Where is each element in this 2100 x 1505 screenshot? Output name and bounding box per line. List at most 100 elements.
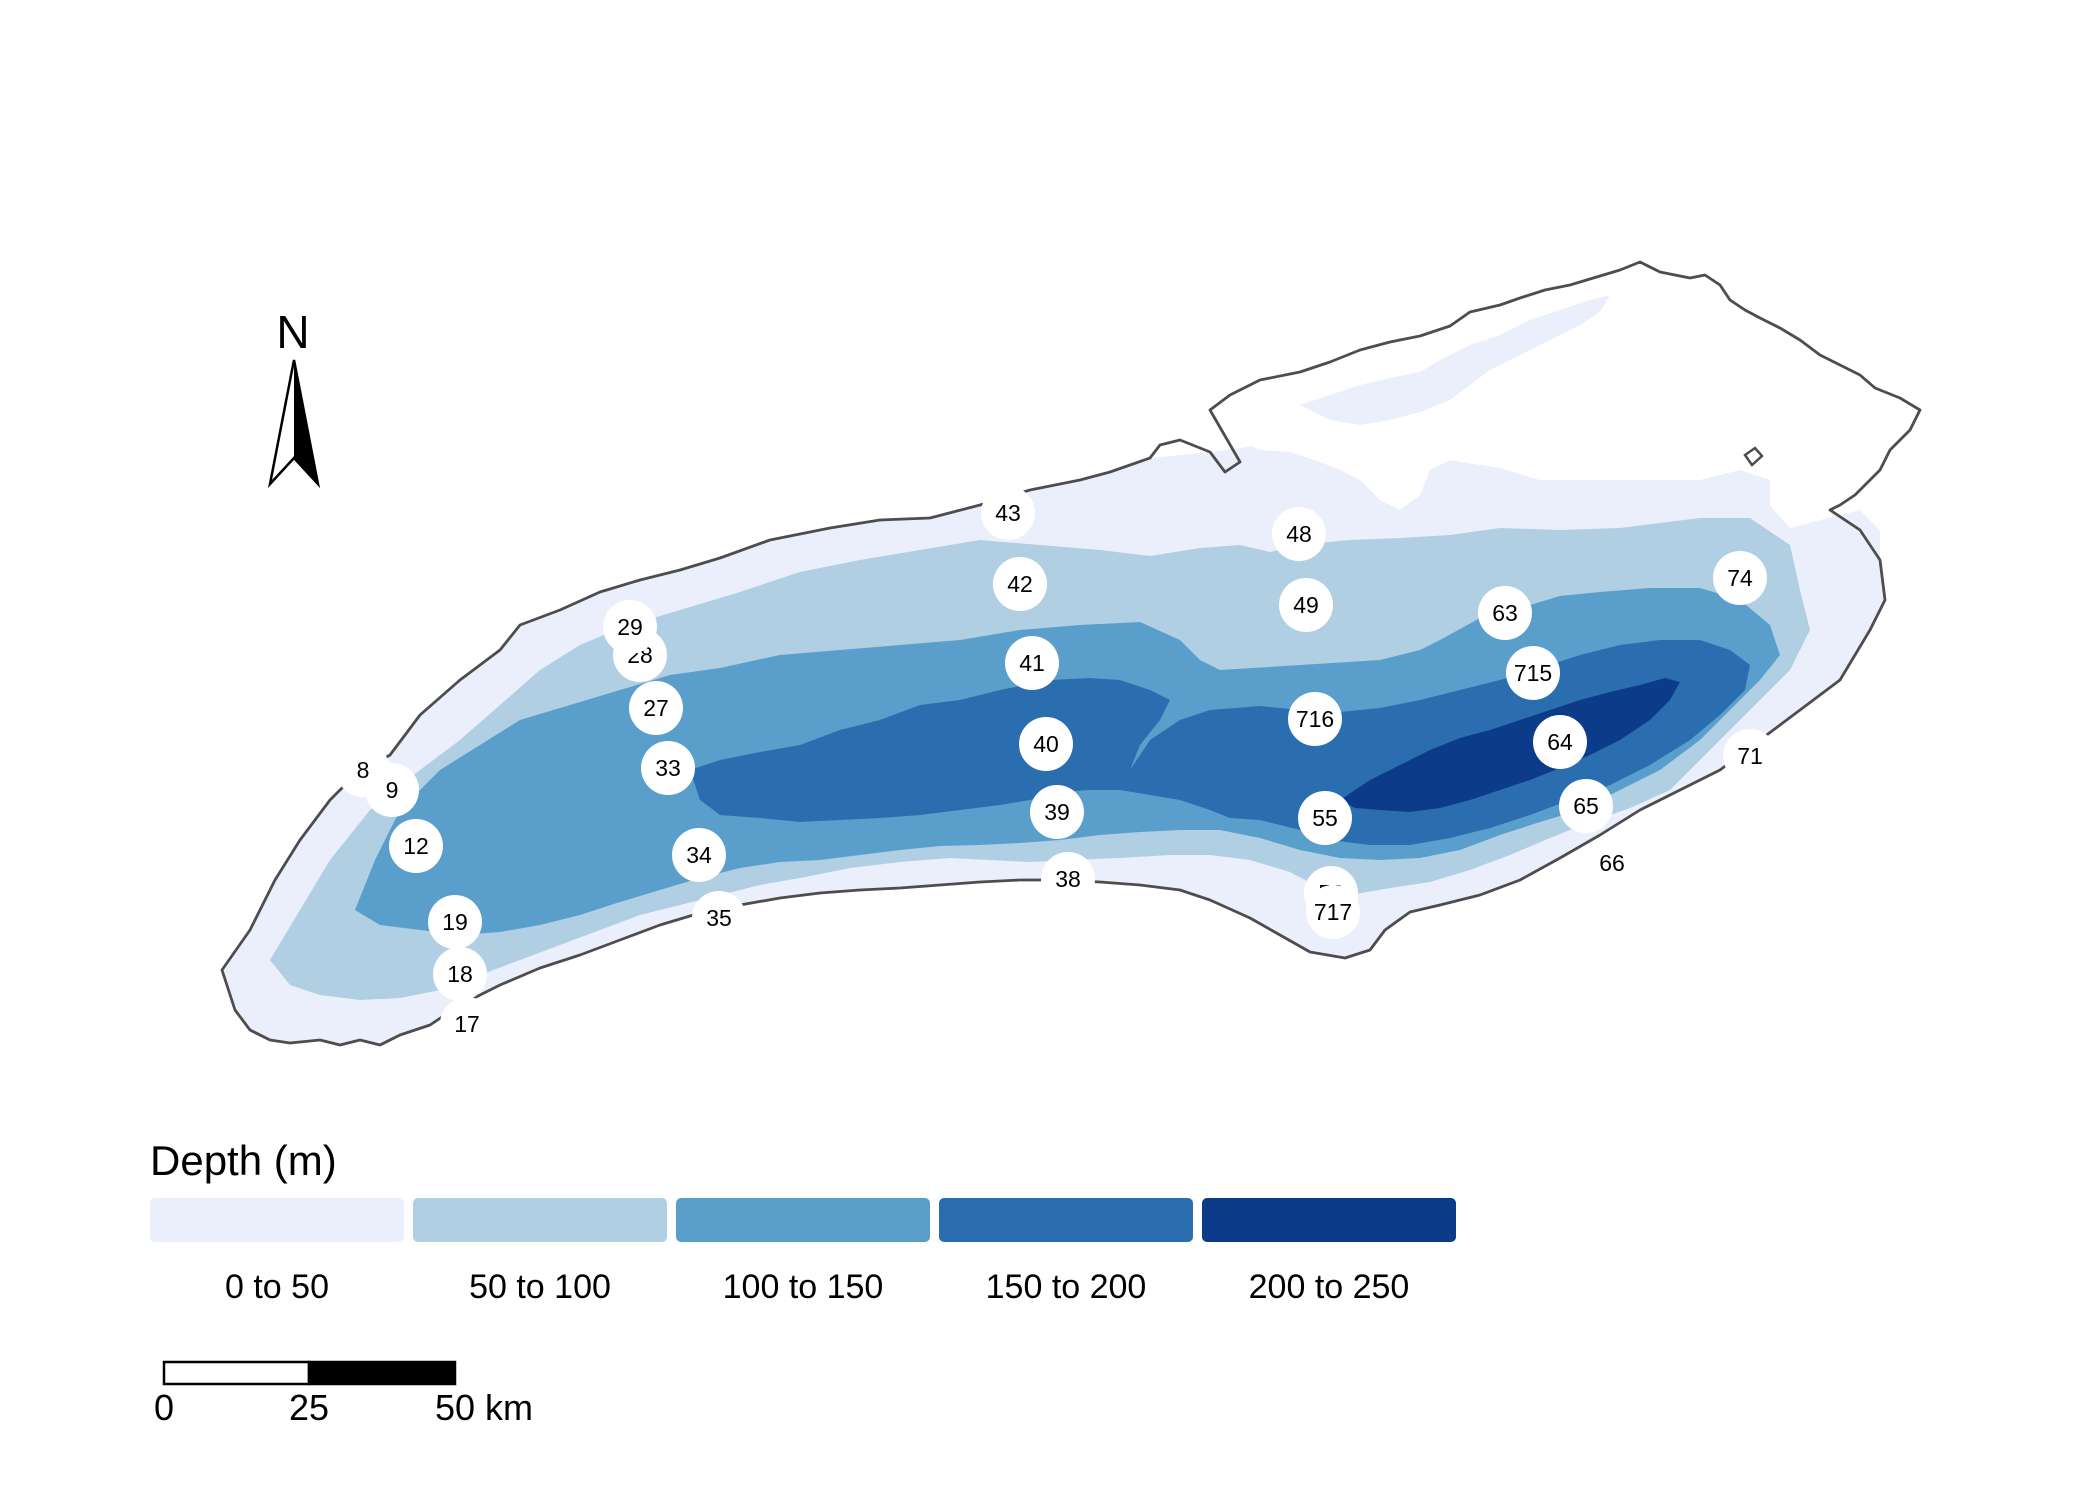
station-label: 64 xyxy=(1547,729,1573,755)
station-label: 38 xyxy=(1055,866,1081,892)
station-label: 716 xyxy=(1296,706,1334,732)
station-label: 48 xyxy=(1286,521,1312,547)
north-arrow: N xyxy=(267,306,321,489)
depth-zone-200-250 xyxy=(1340,678,1680,812)
station-circle xyxy=(1272,507,1326,561)
station-circle xyxy=(433,947,487,1001)
station-circle xyxy=(1279,578,1333,632)
legend-title: Depth (m) xyxy=(150,1137,337,1184)
station-circle xyxy=(1533,715,1587,769)
station-circle xyxy=(365,763,419,817)
scale-bar-black-segment xyxy=(307,1360,457,1386)
station-label: 49 xyxy=(1293,592,1319,618)
scale-bar-white-segment xyxy=(162,1360,311,1386)
station-marker: 717 xyxy=(1306,885,1360,939)
station-label: 55 xyxy=(1312,805,1338,831)
station-marker: 12 xyxy=(389,819,443,873)
station-label: 66 xyxy=(1599,850,1625,876)
legend-label-1: 50 to 100 xyxy=(469,1268,611,1306)
station-circle xyxy=(1019,717,1073,771)
station-label: 41 xyxy=(1019,650,1045,676)
north-arrow-dark-half xyxy=(294,360,318,484)
legend-swatch-4 xyxy=(1202,1198,1456,1242)
station-marker: 65 xyxy=(1559,779,1613,833)
station-marker: 42 xyxy=(993,557,1047,611)
scale-bar-label-0: 0 xyxy=(154,1387,174,1428)
station-label: 65 xyxy=(1573,793,1599,819)
station-marker: 40 xyxy=(1019,717,1073,771)
station-circle xyxy=(1005,636,1059,690)
station-label: 71 xyxy=(1737,743,1763,769)
station-circle xyxy=(1041,852,1095,906)
station-label: 29 xyxy=(617,614,643,640)
station-circle xyxy=(981,486,1035,540)
station-label: 35 xyxy=(706,905,732,931)
station-circle xyxy=(692,891,746,945)
station-circle xyxy=(1506,646,1560,700)
station-circle xyxy=(629,681,683,735)
station-label: 717 xyxy=(1314,899,1352,925)
station-label: 43 xyxy=(995,500,1021,526)
station-marker: 33 xyxy=(641,741,695,795)
station-circle xyxy=(440,997,494,1051)
station-marker: 39 xyxy=(1030,785,1084,839)
station-circle xyxy=(1713,551,1767,605)
station-marker: 9 xyxy=(365,763,419,817)
station-marker: 55 xyxy=(1298,791,1352,845)
station-marker: 64 xyxy=(1533,715,1587,769)
station-circle xyxy=(1585,836,1639,890)
station-marker: 41 xyxy=(1005,636,1059,690)
station-marker: 716 xyxy=(1288,692,1342,746)
station-label: 34 xyxy=(686,842,712,868)
station-marker: 27 xyxy=(629,681,683,735)
station-circle xyxy=(1723,729,1777,783)
station-label: 42 xyxy=(1007,571,1033,597)
station-marker: 49 xyxy=(1279,578,1333,632)
legend-label-2: 100 to 150 xyxy=(723,1268,884,1306)
legend-label-4: 200 to 250 xyxy=(1249,1268,1410,1306)
station-marker: 29 xyxy=(603,600,657,654)
station-marker: 19 xyxy=(428,895,482,949)
station-marker: 71 xyxy=(1723,729,1777,783)
small-island xyxy=(1743,446,1764,467)
station-circle xyxy=(1288,692,1342,746)
station-label: 715 xyxy=(1514,660,1552,686)
legend-swatch-0 xyxy=(150,1198,404,1242)
station-marker: 66 xyxy=(1585,836,1639,890)
legend-items: 0 to 50 50 to 100 100 to 150 150 to 200 200 … xyxy=(150,1198,1456,1306)
station-label: 17 xyxy=(454,1011,480,1037)
station-marker: 74 xyxy=(1713,551,1767,605)
station-label: 74 xyxy=(1727,565,1753,591)
station-marker: 43 xyxy=(981,486,1035,540)
scale-bar-label-50km: 50 km xyxy=(435,1387,533,1428)
station-marker: 715 xyxy=(1506,646,1560,700)
station-marker: 63 xyxy=(1478,586,1532,640)
station-marker: 35 xyxy=(692,891,746,945)
scale-bar: 0 25 50 km xyxy=(154,1360,533,1428)
legend-swatch-3 xyxy=(939,1198,1193,1242)
station-label: 27 xyxy=(643,695,669,721)
station-label: 18 xyxy=(447,961,473,987)
station-circle xyxy=(603,600,657,654)
legend-label-0: 0 to 50 xyxy=(225,1268,329,1306)
station-circle xyxy=(1478,586,1532,640)
station-circle xyxy=(1030,785,1084,839)
station-circle xyxy=(1298,791,1352,845)
station-circle xyxy=(389,819,443,873)
station-circle xyxy=(641,741,695,795)
station-label: 63 xyxy=(1492,600,1518,626)
station-label: 33 xyxy=(655,755,681,781)
station-label: 8 xyxy=(357,757,370,783)
depth-zones xyxy=(222,418,1885,1045)
station-circle xyxy=(428,895,482,949)
east-land-point xyxy=(1610,300,1660,362)
station-marker: 38 xyxy=(1041,852,1095,906)
bays xyxy=(1210,272,1764,510)
legend-swatch-1 xyxy=(413,1198,667,1242)
station-label: 40 xyxy=(1033,731,1059,757)
station-marker: 18 xyxy=(433,947,487,1001)
station-label: 19 xyxy=(442,909,468,935)
scale-bar-label-25: 25 xyxy=(289,1387,329,1428)
